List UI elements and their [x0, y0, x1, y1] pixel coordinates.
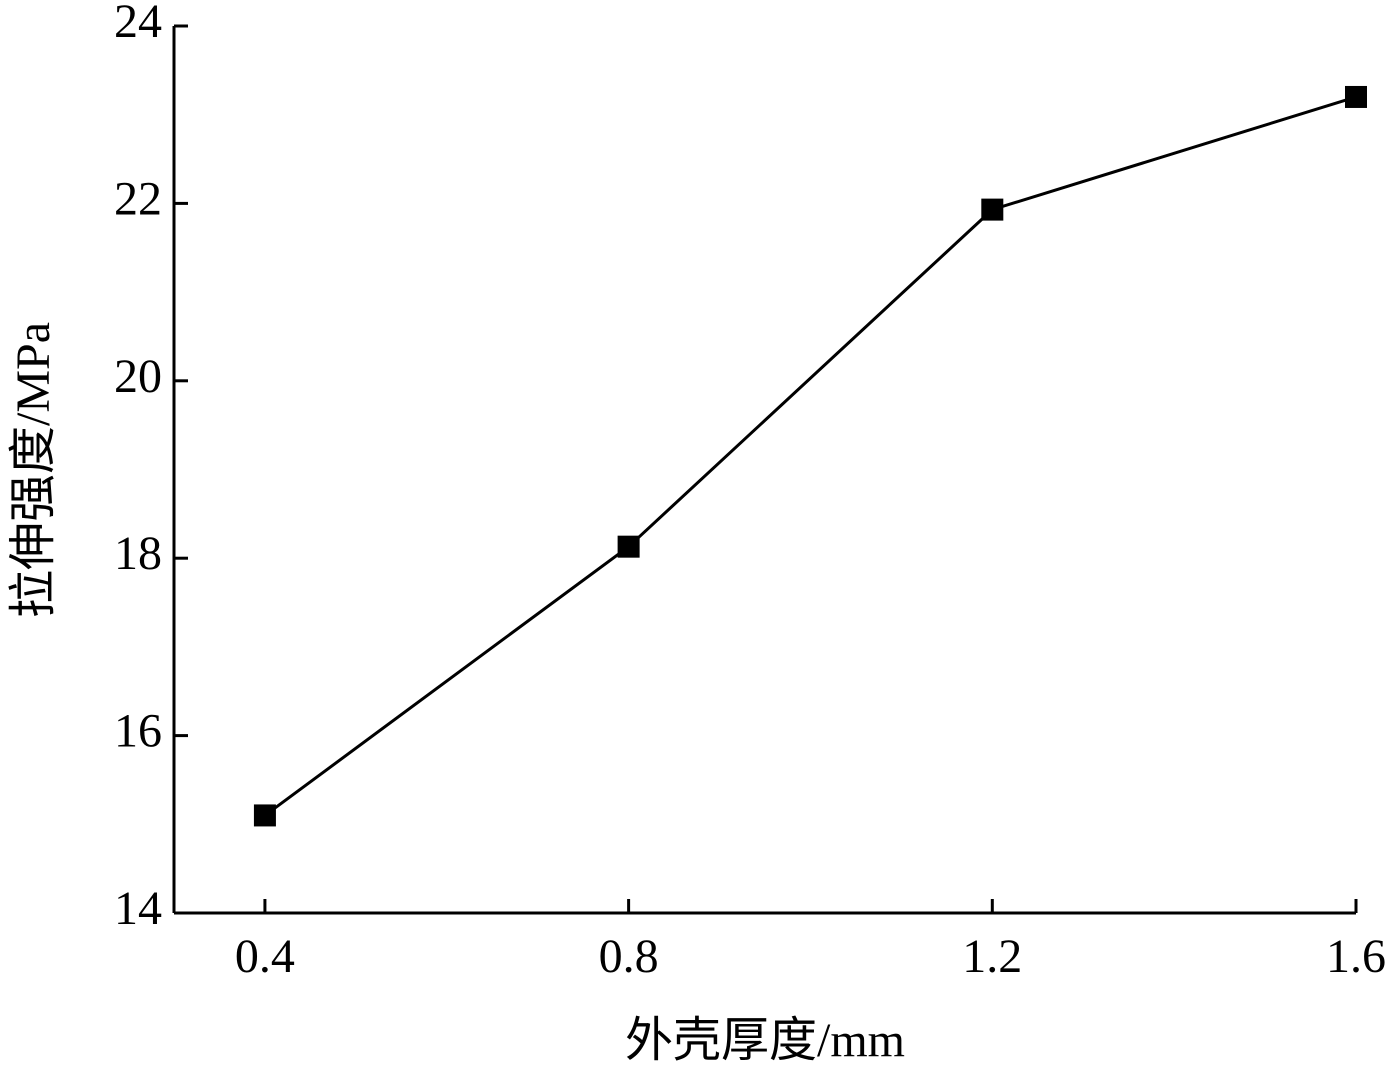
- y-tick-label: 22: [114, 172, 162, 225]
- x-tick-label: 0.4: [235, 930, 295, 983]
- x-axis-label: 外壳厚度/mm: [625, 1014, 905, 1067]
- y-axis-label: 拉伸强度/MPa: [7, 322, 60, 618]
- marker: [617, 535, 640, 558]
- y-tick-label: 14: [114, 882, 162, 935]
- y-tick-label: 24: [114, 0, 162, 48]
- x-tick-label: 0.8: [599, 930, 659, 983]
- y-tick-label: 18: [114, 527, 162, 580]
- series-line: [264, 95, 1357, 817]
- x-tick-label: 1.6: [1326, 930, 1386, 983]
- marker: [253, 804, 276, 827]
- marker: [1345, 85, 1367, 108]
- y-tick-label: 20: [114, 350, 162, 403]
- marker: [981, 198, 1004, 221]
- x-tick-label: 1.2: [962, 930, 1022, 983]
- y-tick-label: 16: [114, 705, 162, 758]
